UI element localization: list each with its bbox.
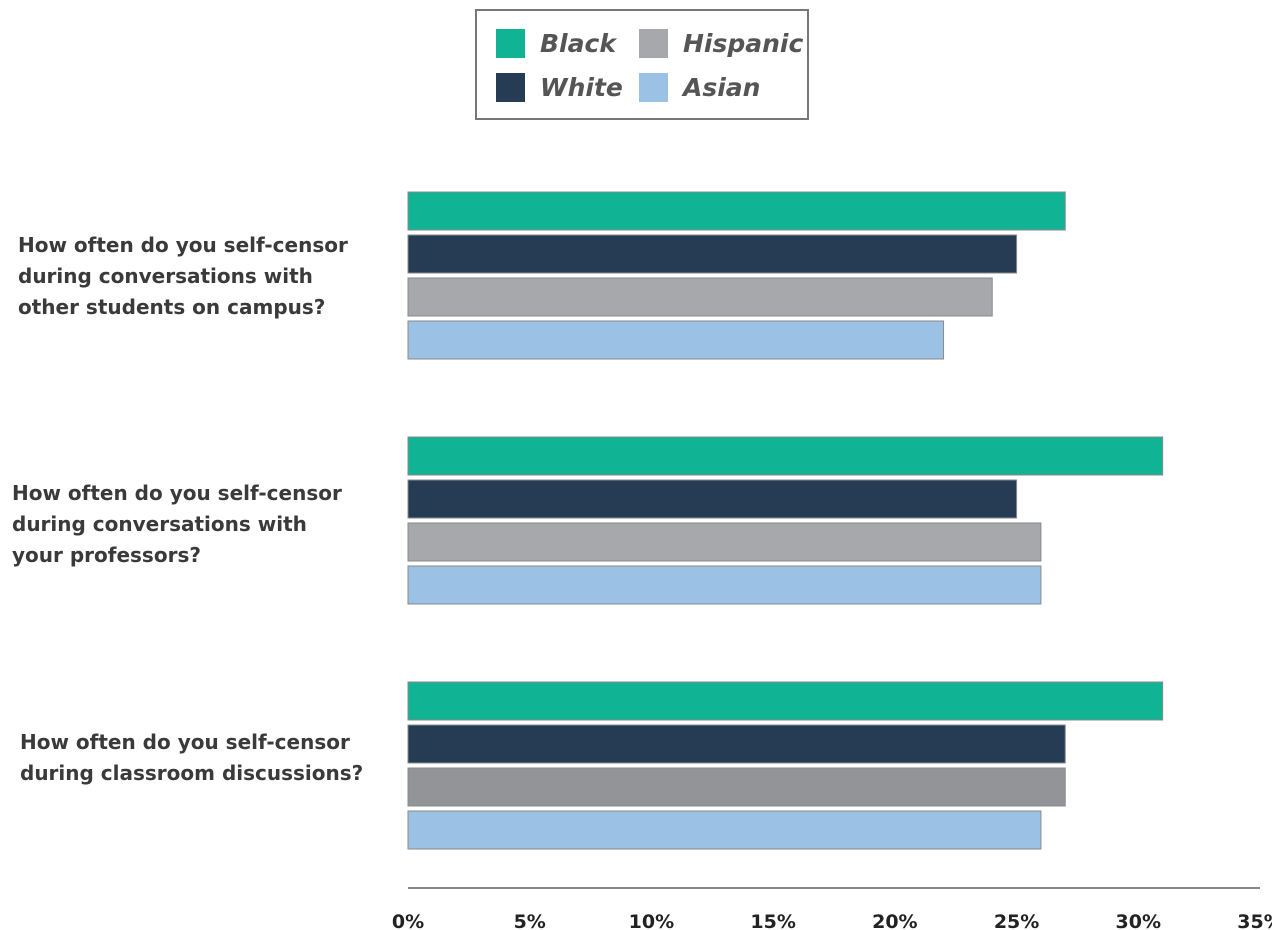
bar-classroom-black: [407, 681, 1164, 721]
category-label-professors: How often do you self-censor during conv…: [12, 481, 342, 567]
bar-classroom-white: [407, 724, 1066, 764]
x-tick-label: 35%: [1237, 911, 1272, 930]
category-label-classroom: How often do you self-censor during clas…: [20, 730, 364, 785]
legend-swatch-hispanic: [639, 29, 668, 58]
bar-professors-hispanic: [407, 522, 1042, 562]
legend-item-asian: Asian: [639, 73, 760, 102]
x-tick-labels: 0% 5% 10% 15% 20% 25% 30% 35%: [392, 911, 1272, 930]
bar-professors-white: [407, 479, 1018, 519]
x-tick-label: 15%: [750, 911, 795, 930]
legend-swatch-white: [496, 73, 525, 102]
legend-swatch-asian: [639, 73, 668, 102]
x-tick-label: 5%: [514, 911, 546, 930]
bar-students-black: [407, 191, 1066, 231]
bar-professors-black: [407, 436, 1164, 476]
x-tick-label: 10%: [629, 911, 674, 930]
legend-item-hispanic: Hispanic: [639, 29, 803, 58]
legend-label-white: White: [540, 73, 623, 102]
bar-classroom-asian: [407, 810, 1042, 850]
bar-students-asian: [407, 320, 945, 360]
legend-label-black: Black: [540, 29, 616, 58]
x-tick-label: 30%: [1116, 911, 1161, 930]
legend-item-white: White: [496, 73, 623, 102]
bar-professors-asian: [407, 565, 1042, 605]
bar-students-white: [407, 234, 1018, 274]
x-tick-label: 25%: [994, 911, 1039, 930]
legend-label-asian: Asian: [683, 73, 761, 102]
x-tick-label: 20%: [872, 911, 917, 930]
x-tick-label: 0%: [392, 911, 424, 930]
legend-label-hispanic: Hispanic: [683, 29, 804, 58]
category-label-students: How often do you self-censor during conv…: [18, 233, 348, 319]
legend-swatch-black: [496, 29, 525, 58]
bar-classroom-hispanic: [407, 767, 1066, 807]
legend-item-black: Black: [496, 29, 616, 58]
bars-layer: [407, 191, 1164, 850]
legend: Black Hispanic White Asian: [475, 9, 809, 120]
bar-students-hispanic: [407, 277, 993, 317]
